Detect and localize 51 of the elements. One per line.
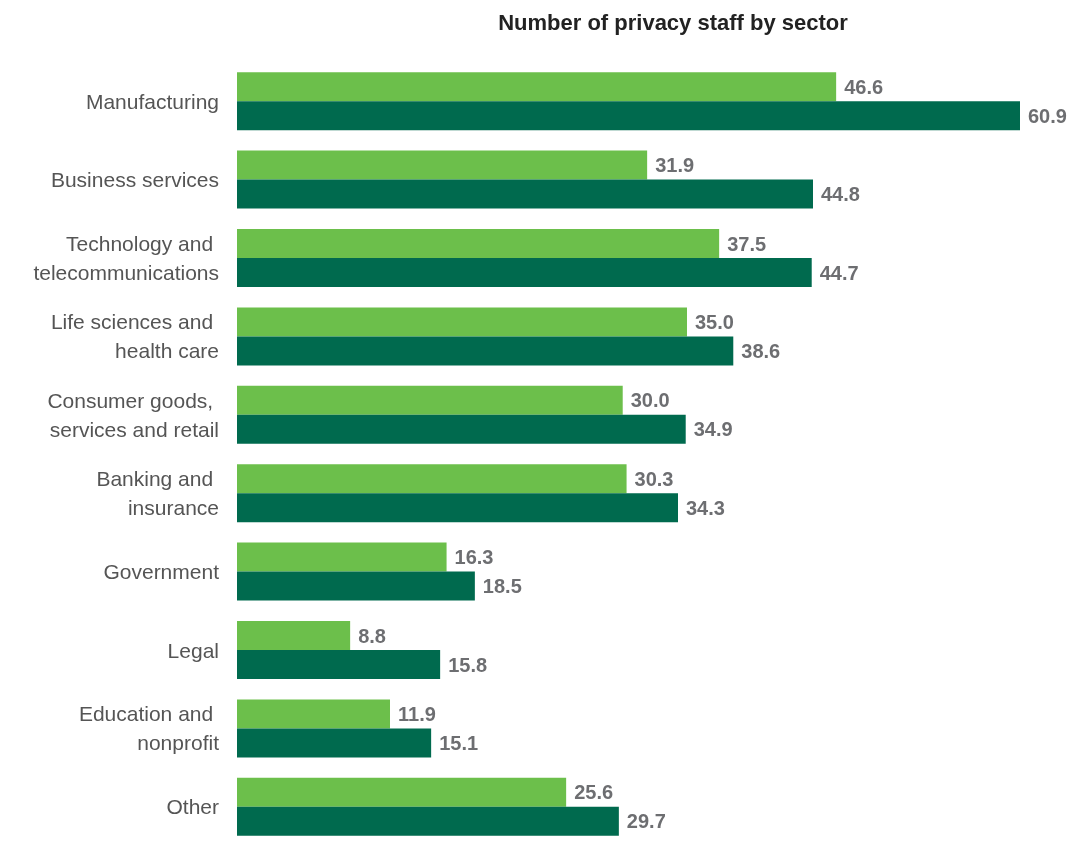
y-tick-label: Life sciences and health care — [50, 310, 219, 363]
bar — [237, 307, 687, 337]
data-label: 30.0 — [630, 389, 670, 412]
bar — [237, 621, 351, 650]
bar — [237, 258, 812, 287]
bar — [237, 493, 678, 523]
bar — [237, 336, 734, 366]
data-label: 16.3 — [454, 546, 494, 569]
chart-title: Number of privacy staff by sector — [498, 9, 849, 35]
data-label: 8.8 — [358, 624, 386, 647]
data-label: 35.0 — [695, 310, 734, 333]
data-label: 37.5 — [727, 232, 767, 255]
bar — [237, 806, 619, 836]
data-label: 30.3 — [634, 467, 674, 490]
data-label: 60.9 — [1028, 104, 1067, 127]
data-label: 44.7 — [819, 261, 859, 284]
data-label: 15.8 — [448, 653, 488, 676]
y-tick-label: Legal — [167, 638, 219, 662]
bar — [237, 542, 447, 572]
y-tick-label: Manufacturing — [85, 89, 219, 113]
y-tick-label: Education and nonprofit — [78, 702, 220, 755]
bar — [237, 385, 623, 415]
y-tick-label: Business services — [50, 168, 219, 192]
bar — [237, 777, 567, 807]
bar — [237, 728, 432, 758]
y-tick-label: Banking and insurance — [96, 467, 219, 520]
bar — [237, 150, 648, 180]
y-tick-label: Other — [166, 795, 219, 819]
bar — [237, 571, 475, 601]
y-tick-label: Government — [103, 560, 220, 584]
data-label: 31.9 — [655, 154, 695, 177]
data-label: 46.6 — [844, 75, 884, 98]
data-label: 34.3 — [686, 496, 725, 519]
data-label: 34.9 — [693, 418, 733, 441]
bar — [237, 650, 441, 679]
bar — [237, 414, 686, 444]
data-label: 38.6 — [741, 339, 781, 362]
bar — [237, 229, 720, 258]
data-label: 29.7 — [626, 810, 666, 833]
bar — [237, 699, 390, 729]
y-tick-label: Technology and telecommunications — [33, 232, 219, 284]
data-label: 11.9 — [398, 702, 436, 725]
bar — [237, 101, 1020, 131]
data-label: 44.8 — [821, 183, 860, 206]
bar — [237, 72, 837, 102]
data-label: 25.6 — [574, 781, 614, 804]
data-label: 15.1 — [439, 731, 479, 754]
data-label: 18.5 — [482, 575, 522, 598]
y-tick-label: Consumer goods, services and retail — [47, 388, 219, 441]
bar — [237, 179, 813, 209]
bar — [237, 464, 627, 494]
